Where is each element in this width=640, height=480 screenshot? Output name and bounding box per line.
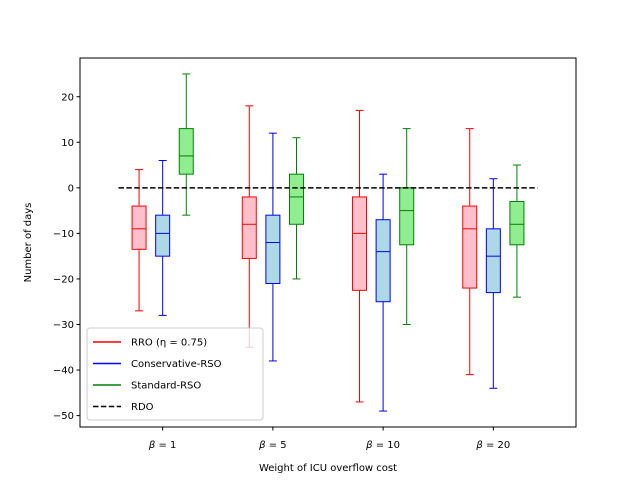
x-tick-label: β = 20 xyxy=(475,440,510,451)
iqr-box xyxy=(178,128,194,175)
x-axis-label: Weight of ICU overflow cost xyxy=(259,463,397,474)
box-standard-rso-3 xyxy=(399,128,415,325)
box-standard-rso-1 xyxy=(178,73,194,216)
plot-layer xyxy=(118,73,538,412)
iqr-box xyxy=(241,196,257,259)
y-tick-label: −20 xyxy=(53,275,74,286)
iqr-box xyxy=(155,214,171,257)
y-tick-label: 0 xyxy=(68,183,74,194)
y-tick-label: −10 xyxy=(53,229,74,240)
iqr-box xyxy=(509,201,525,246)
box-conservative-rso-4 xyxy=(485,178,501,389)
iqr-box xyxy=(131,205,147,250)
y-tick-label: 20 xyxy=(61,92,74,103)
box-conservative-rso-2 xyxy=(265,132,281,362)
iqr-box xyxy=(485,228,501,294)
y-tick-label: 10 xyxy=(61,138,74,149)
iqr-box xyxy=(375,219,391,303)
x-axis-ticks: β = 1 β = 5 β = 10 β = 20 xyxy=(148,427,510,451)
y-tick-label: −30 xyxy=(53,320,74,331)
box-conservative-rso-1 xyxy=(155,160,171,316)
x-tick-label: β = 10 xyxy=(365,440,400,451)
legend-label: Conservative-RSO xyxy=(131,359,222,370)
iqr-box xyxy=(399,187,415,246)
legend-label: RRO (η = 0.75) xyxy=(131,338,207,349)
iqr-box xyxy=(288,173,304,225)
y-tick-label: −50 xyxy=(53,411,74,422)
legend: RRO (η = 0.75) Conservative-RSO Standard-R… xyxy=(86,327,264,421)
legend-label: RDO xyxy=(131,402,154,413)
x-tick-label: β = 5 xyxy=(258,440,287,451)
box-standard-rso-4 xyxy=(509,164,525,298)
legend-label: Standard-RSO xyxy=(131,381,201,392)
iqr-box xyxy=(352,196,368,291)
box-conservative-rso-3 xyxy=(375,173,391,412)
iqr-box xyxy=(265,214,281,285)
y-axis-ticks: 20 10 0 −10 −20 −30 −40 −50 xyxy=(53,92,80,422)
box-rro-0-75--4 xyxy=(462,128,478,376)
y-tick-label: −40 xyxy=(53,366,74,377)
box-rro-0-75--3 xyxy=(352,109,368,403)
iqr-box xyxy=(462,205,478,289)
plot-frame xyxy=(79,57,577,428)
y-axis-label: Number of days xyxy=(23,203,34,283)
x-tick-label: β = 1 xyxy=(148,440,177,451)
legend-frame xyxy=(86,327,264,421)
box-rro-0-75--1 xyxy=(131,169,147,312)
box-standard-rso-2 xyxy=(288,137,304,280)
